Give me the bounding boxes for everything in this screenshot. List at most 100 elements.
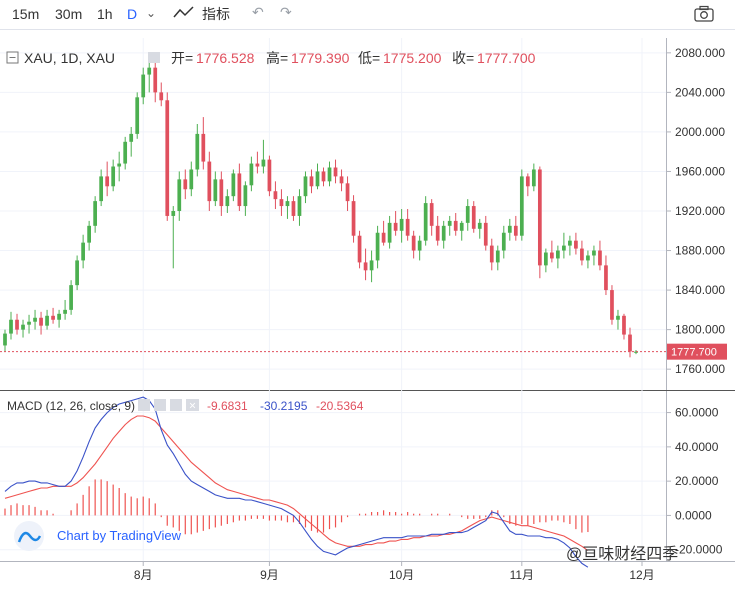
- legend-low-value: 1775.200: [383, 50, 442, 66]
- tradingview-branding[interactable]: Chart by TradingView: [14, 521, 182, 551]
- price-axis: 1760.000 1800.000 1840.000 1880.000 1920.000…: [666, 46, 725, 376]
- eye-icon[interactable]: [148, 52, 160, 63]
- candle-body: [99, 176, 104, 202]
- candle-body: [279, 199, 284, 207]
- macd-lines: [4, 396, 589, 568]
- candle-body: [309, 176, 314, 187]
- candle-up: [586, 250, 590, 269]
- candle-up: [562, 232, 566, 259]
- candle-down: [489, 238, 494, 271]
- macd-close-icon[interactable]: [186, 399, 199, 411]
- macd-close-glyph: ×: [189, 399, 196, 413]
- price-tick-label: 1840.000: [675, 283, 725, 297]
- candle-up: [501, 225, 506, 259]
- candle-down: [219, 171, 224, 216]
- candle-body: [345, 183, 350, 202]
- candle-body: [201, 133, 206, 162]
- candle-body: [3, 333, 7, 346]
- candle-body: [562, 245, 566, 251]
- candle-body: [556, 250, 560, 259]
- time-tick-label: 10月: [389, 568, 414, 582]
- candle-body: [453, 220, 458, 231]
- candle-up: [171, 206, 176, 269]
- time-axis: 8月 9月 10月 11月 12月: [134, 561, 655, 582]
- candle-up: [87, 220, 91, 251]
- candle-body: [327, 167, 332, 182]
- candle-body: [69, 285, 73, 310]
- candle-up: [261, 139, 266, 174]
- candle-body: [351, 201, 356, 236]
- candle-body: [291, 201, 296, 216]
- candle-up: [57, 309, 61, 328]
- candle-up: [147, 59, 152, 93]
- candle-down: [153, 60, 158, 103]
- candle-body: [111, 166, 116, 187]
- branding-text: Chart by TradingView: [57, 528, 182, 543]
- candle-body: [628, 334, 632, 352]
- candle-body: [243, 185, 248, 207]
- price-tick-label: 1960.000: [675, 164, 725, 178]
- candle-down: [471, 201, 476, 233]
- candle-up: [417, 235, 422, 261]
- candle-body: [598, 250, 602, 266]
- candle-up: [75, 255, 79, 291]
- candle-down: [273, 181, 278, 210]
- candle-body: [531, 169, 536, 187]
- candle-up: [543, 248, 548, 273]
- candlestick-series: [3, 59, 638, 358]
- interval-d-button[interactable]: D: [127, 6, 138, 22]
- candle-up: [249, 156, 254, 192]
- chart-area[interactable]: 1760.000 1800.000 1840.000 1880.000 1920.000…: [0, 30, 735, 591]
- redo-icon[interactable]: ↷: [280, 4, 292, 20]
- candle-body: [610, 290, 614, 320]
- candle-down: [279, 189, 284, 216]
- indicators-button[interactable]: 指标: [202, 6, 230, 22]
- candle-down: [321, 167, 326, 187]
- camera-icon[interactable]: [694, 5, 714, 23]
- candle-body: [261, 159, 266, 167]
- undo-icon[interactable]: ↶: [252, 4, 264, 20]
- candle-up: [231, 169, 236, 202]
- candle-body: [423, 203, 428, 241]
- candle-up: [447, 215, 452, 236]
- candle-up: [297, 189, 302, 226]
- candle-body: [622, 315, 626, 335]
- candle-up: [243, 181, 248, 216]
- candle-body: [447, 220, 452, 226]
- price-grid: [0, 38, 666, 561]
- candle-up: [519, 169, 524, 241]
- macd-settings-icon[interactable]: [154, 399, 166, 411]
- candle-down: [598, 240, 602, 271]
- candle-body: [399, 218, 404, 231]
- price-tick-label: 2040.000: [675, 85, 725, 99]
- symbol-legend: XAU, 1D, XAU 开= 1776.528 高= 1779.390 低= …: [6, 50, 536, 66]
- candle-down: [51, 307, 55, 324]
- interval-15m-button[interactable]: 15m: [12, 6, 40, 22]
- time-tick-label: 11月: [510, 568, 534, 582]
- candle-body: [477, 222, 482, 229]
- macd-title: MACD (12, 26, close, 9): [7, 399, 135, 413]
- candle-down: [183, 169, 188, 200]
- interval-1h-button[interactable]: 1h: [97, 6, 113, 22]
- candle-up: [423, 196, 428, 246]
- candle-down: [15, 313, 19, 335]
- legend-close-value: 1777.700: [477, 50, 536, 66]
- candle-up: [592, 245, 596, 266]
- candle-body: [315, 171, 320, 187]
- macd-visibility-icon[interactable]: [138, 399, 150, 411]
- candle-body: [405, 218, 410, 236]
- candle-body: [411, 235, 416, 251]
- candle-down: [525, 173, 530, 197]
- macd-more-icon[interactable]: [170, 399, 182, 411]
- candle-up: [213, 171, 218, 207]
- macd-tick-label: 60.0000: [675, 406, 719, 420]
- interval-30m-button[interactable]: 30m: [55, 6, 83, 22]
- candle-body: [321, 171, 326, 182]
- macd-tick-label: 0.0000: [675, 508, 712, 522]
- candle-body: [393, 222, 398, 231]
- candle-down: [393, 211, 398, 236]
- chevron-down-icon[interactable]: ⌄: [146, 6, 157, 20]
- indicator-wave-icon[interactable]: [173, 4, 195, 22]
- macd-line: [4, 396, 589, 568]
- candle-down: [483, 215, 488, 251]
